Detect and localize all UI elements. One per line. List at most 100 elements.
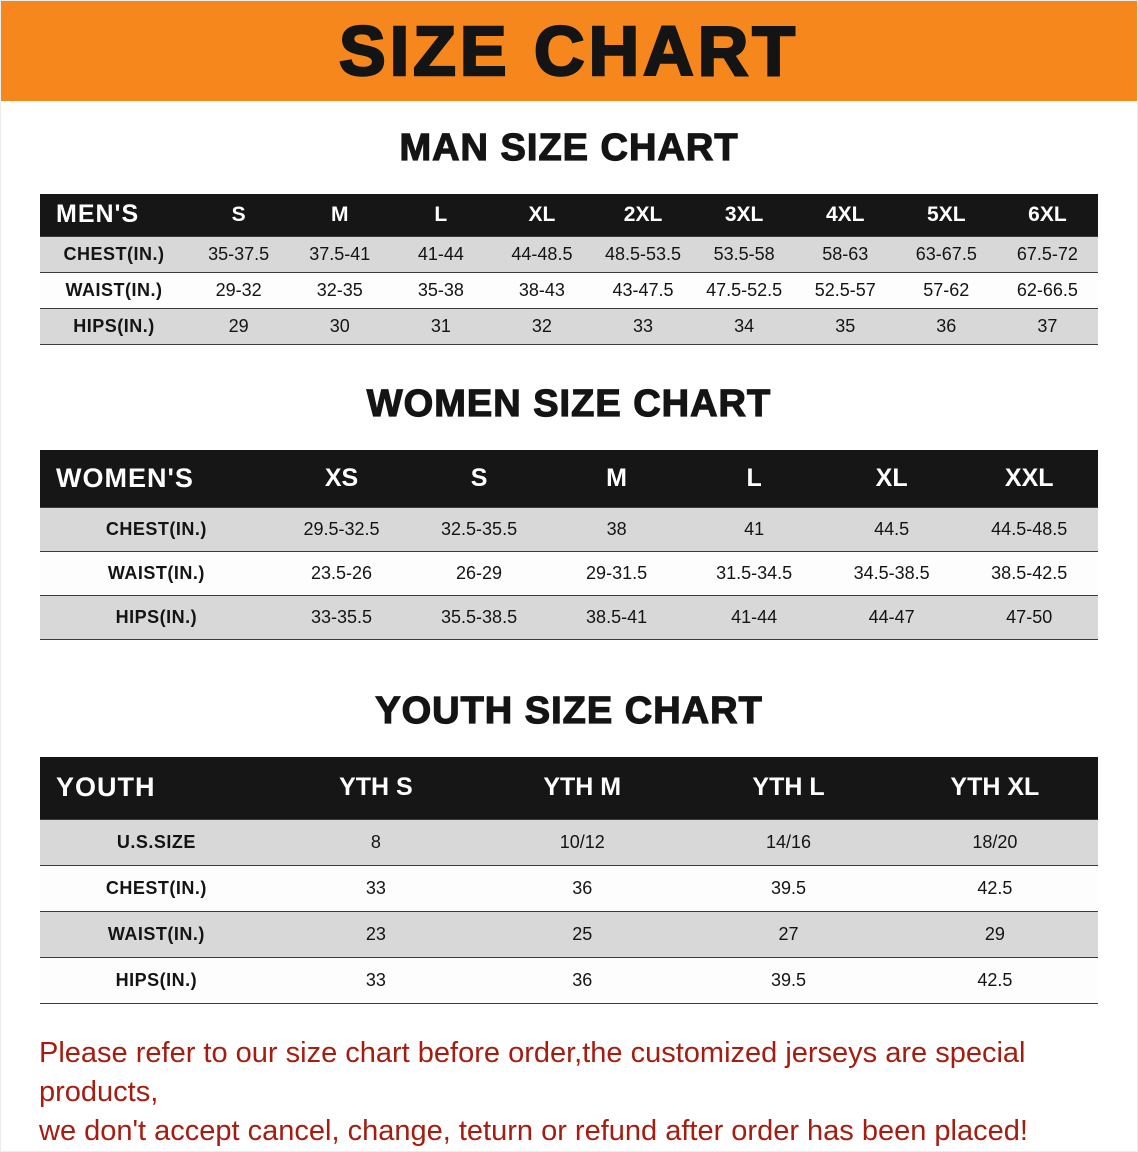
value-cell: 34	[734, 315, 755, 336]
value-cell: 37.5-41	[309, 243, 371, 264]
men-section-heading: MAN SIZE CHART	[399, 126, 739, 169]
row-label-cell: CHEST(IN.)	[105, 519, 207, 539]
table-row: HIPS(IN.) 33 36 39.5 42.5	[40, 957, 1098, 1003]
value-cell: 63-67.5	[915, 243, 977, 264]
size-header-cell: M	[289, 194, 391, 236]
value-cell: 29.5-32.5	[303, 519, 380, 539]
value-cell: 33	[365, 877, 386, 898]
page-title: SIZE CHART	[338, 12, 799, 90]
table-title-cell: YOUTH	[40, 757, 273, 819]
value-cell: 36	[572, 969, 593, 990]
size-header-cell: YTH M	[479, 757, 686, 819]
value-cell: 29	[984, 923, 1005, 944]
value-cell: 39.5	[771, 877, 807, 898]
value-cell: 27	[778, 923, 799, 944]
value-cell: 42.5	[977, 877, 1013, 898]
value-cell: 35-38	[417, 279, 464, 300]
banner: SIZE CHART	[1, 1, 1137, 101]
youth-section-heading: YOUTH SIZE CHART	[375, 689, 763, 732]
value-cell: 32-35	[316, 279, 363, 300]
value-cell: 23.5-26	[310, 563, 373, 583]
header-row: WOMEN'S XS S M L XL XXL	[40, 449, 1098, 508]
value-cell: 23	[365, 923, 386, 944]
size-header-cell: XXL	[960, 449, 1098, 508]
table-row: U.S.SIZE 8 10/12 14/16 18/20	[40, 819, 1098, 865]
value-cell: 8	[370, 831, 381, 852]
women-size-chart-section: WOMEN SIZE CHART WOMEN'S XS S M L XL XXL CHEST(I…	[1, 382, 1137, 641]
youth-size-table: YOUTH YTH S YTH M YTH L YTH XL U.S.SIZE 8 10/12…	[40, 757, 1098, 1004]
row-label-cell: CHEST(IN.)	[105, 877, 207, 898]
value-cell: 33	[365, 969, 386, 990]
size-header-cell: 5XL	[895, 194, 997, 236]
value-cell: 31.5-34.5	[716, 563, 793, 583]
table-row: CHEST(IN.) 29.5-32.5 32.5-35.5 38 41 44.5 44.5…	[40, 507, 1098, 552]
table-title-cell: WOMEN'S	[40, 449, 273, 508]
value-cell: 42.5	[977, 969, 1013, 990]
size-header-cell: M	[547, 449, 686, 508]
women-section-heading: WOMEN SIZE CHART	[366, 382, 772, 425]
table-row: WAIST(IN.) 23.5-26 26-29 29-31.5 31.5-34.5 34…	[40, 551, 1098, 596]
value-cell: 52.5-57	[814, 279, 876, 300]
value-cell: 48.5-53.5	[605, 243, 682, 264]
men-size-chart-section: MAN SIZE CHART MEN'S S M L XL 2XL 3XL 4XL 5XL 6XL C…	[1, 126, 1137, 345]
row-label-cell: HIPS(IN.)	[73, 315, 155, 336]
men-size-table: MEN'S S M L XL 2XL 3XL 4XL 5XL 6XL CHEST(IN.) 35-37…	[40, 194, 1098, 345]
value-cell: 44.5-48.5	[991, 519, 1068, 539]
value-cell: 53.5-58	[713, 243, 775, 264]
size-header-cell: S	[188, 194, 290, 236]
row-label-cell: CHEST(IN.)	[63, 243, 165, 264]
value-cell: 41	[744, 519, 765, 539]
charts-container: MAN SIZE CHART MEN'S S M L XL 2XL 3XL 4XL 5XL 6XL C…	[1, 126, 1137, 1004]
disclaimer-line-1: Please refer to our size chart before or…	[39, 1036, 1026, 1108]
size-header-cell: 3XL	[693, 194, 795, 236]
value-cell: 14/16	[766, 831, 812, 852]
size-header-cell: YTH XL	[891, 757, 1098, 819]
table-title-cell: MEN'S	[40, 194, 189, 236]
size-header-cell: YTH L	[685, 757, 892, 819]
table-row: WAIST(IN.) 23 25 27 29	[40, 911, 1098, 957]
value-cell: 58-63	[822, 243, 869, 264]
size-header-cell: 6XL	[996, 194, 1098, 236]
value-cell: 30	[329, 315, 350, 336]
value-cell: 31	[430, 315, 451, 336]
youth-size-chart-section: YOUTH SIZE CHART YOUTH YTH S YTH M YTH L YTH …	[1, 689, 1137, 1004]
value-cell: 38-43	[518, 279, 565, 300]
value-cell: 35.5-38.5	[441, 607, 518, 627]
value-cell: 35	[835, 315, 856, 336]
value-cell: 44.5	[874, 519, 910, 539]
table-row: HIPS(IN.) 33-35.5 35.5-38.5 38.5-41 41-44 44-…	[40, 595, 1098, 640]
value-cell: 29-32	[215, 279, 262, 300]
women-size-table: WOMEN'S XS S M L XL XXL CHEST(IN.) 29.5-32.5 32.5…	[40, 449, 1098, 641]
size-header-cell: 2XL	[592, 194, 694, 236]
value-cell: 34.5-38.5	[853, 563, 930, 583]
size-header-cell: S	[410, 449, 548, 508]
value-cell: 33-35.5	[310, 607, 373, 627]
value-cell: 33	[633, 315, 654, 336]
row-label-cell: HIPS(IN.)	[115, 607, 198, 627]
value-cell: 29	[228, 315, 249, 336]
value-cell: 41-44	[417, 243, 464, 264]
value-cell: 38	[606, 519, 627, 539]
table-row: CHEST(IN.) 33 36 39.5 42.5	[40, 865, 1098, 911]
row-label-cell: U.S.SIZE	[116, 831, 196, 852]
row-label-cell: WAIST(IN.)	[107, 563, 205, 583]
disclaimer: Please refer to our size chart before or…	[1, 1034, 1137, 1151]
value-cell: 36	[936, 315, 957, 336]
value-cell: 32	[531, 315, 552, 336]
value-cell: 25	[572, 923, 593, 944]
size-header-cell: XL	[491, 194, 593, 236]
value-cell: 29-31.5	[586, 563, 648, 583]
header-row: YOUTH YTH S YTH M YTH L YTH XL	[40, 757, 1098, 819]
value-cell: 57-62	[923, 279, 970, 300]
size-header-cell: L	[685, 449, 823, 508]
value-cell: 67.5-72	[1016, 243, 1078, 264]
row-label-cell: WAIST(IN.)	[107, 923, 205, 944]
value-cell: 35-37.5	[208, 243, 270, 264]
value-cell: 62-66.5	[1016, 279, 1078, 300]
value-cell: 18/20	[972, 831, 1018, 852]
row-label-cell: HIPS(IN.)	[115, 969, 198, 990]
value-cell: 39.5	[771, 969, 807, 990]
table-row: CHEST(IN.) 35-37.5 37.5-41 41-44 44-48.5 48.5…	[40, 236, 1098, 272]
value-cell: 41-44	[731, 607, 778, 627]
